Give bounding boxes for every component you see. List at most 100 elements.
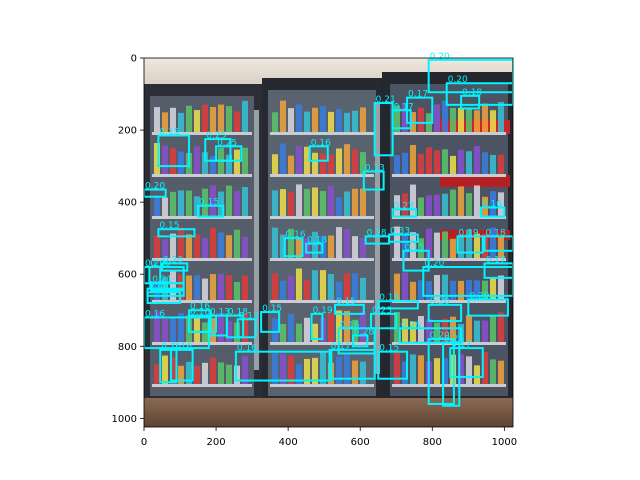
bottle — [210, 357, 216, 384]
bottle — [218, 362, 224, 384]
bottle — [352, 188, 358, 216]
bottle — [218, 104, 224, 132]
detection-score: 0.19 — [459, 228, 479, 238]
detection-box — [427, 338, 455, 405]
bottle — [458, 149, 464, 174]
detection-score: 0.13 — [210, 308, 230, 318]
bottle — [482, 196, 488, 216]
detection-box — [157, 228, 196, 238]
bottle — [202, 104, 208, 132]
bottle — [442, 358, 448, 384]
detection-score: 0.25 — [217, 138, 237, 148]
bottle — [170, 233, 176, 258]
bottle — [194, 234, 200, 258]
bottle — [360, 277, 366, 300]
bottle — [482, 152, 488, 174]
shelf — [392, 216, 506, 219]
detection-score: 0.23 — [372, 306, 392, 316]
bottle — [490, 110, 496, 132]
bottle — [210, 274, 216, 300]
bottle — [178, 365, 184, 384]
bottle — [498, 360, 504, 384]
detection-score: 0.15 — [404, 243, 424, 253]
detection-score: 0.18 — [307, 236, 327, 246]
detection-score: 0.15 — [379, 344, 399, 354]
detection-score: 0.13 — [239, 311, 259, 321]
bottle — [490, 227, 496, 258]
bottle — [450, 280, 456, 300]
detection-score: 0.16 — [172, 342, 192, 352]
bottle — [434, 322, 440, 342]
bottle — [234, 191, 240, 216]
bottle — [360, 188, 366, 216]
shelf — [152, 258, 252, 261]
bottle — [360, 311, 366, 342]
bottle — [154, 143, 160, 174]
detection-box — [483, 235, 513, 252]
bottle — [210, 185, 216, 216]
bottle — [402, 193, 408, 216]
detection-score: 0.33 — [390, 227, 410, 237]
detection-box — [460, 94, 481, 110]
bottle — [272, 273, 278, 300]
shelf — [392, 384, 506, 387]
bottle — [474, 185, 480, 216]
detection-box — [170, 348, 194, 382]
bottle — [328, 185, 334, 216]
detection-score: 0.20 — [163, 255, 183, 265]
bottle — [320, 352, 326, 384]
bottle — [288, 356, 294, 384]
bottle — [296, 323, 302, 342]
detection-score: 0.15 — [199, 198, 219, 208]
bottle — [234, 229, 240, 258]
bottle — [242, 275, 248, 300]
y-tick-label: 0 — [131, 54, 137, 65]
shelf — [152, 174, 252, 177]
bottle — [336, 197, 342, 216]
detection-score: 0.20 — [149, 281, 169, 291]
bottle — [328, 235, 334, 258]
bottle — [426, 147, 432, 174]
bottle — [482, 280, 488, 300]
bottle — [320, 153, 326, 174]
bottle — [186, 361, 192, 384]
detection-box — [260, 311, 281, 333]
bottle — [178, 274, 184, 300]
bottle — [170, 107, 176, 132]
bottle — [194, 317, 200, 342]
bottle — [418, 355, 424, 384]
bottle — [234, 365, 240, 384]
bottle — [202, 278, 208, 300]
bottle — [336, 109, 342, 132]
bottle — [442, 100, 448, 132]
bottle — [418, 197, 424, 216]
shelf — [152, 132, 252, 135]
bottle — [344, 354, 350, 384]
detection-box — [388, 233, 419, 243]
bottle — [186, 190, 192, 216]
bottle — [498, 154, 504, 174]
bottle — [458, 186, 464, 216]
detection-score: 0.18 — [228, 308, 248, 318]
bottle — [186, 234, 192, 258]
bottle — [312, 270, 318, 300]
bottle — [170, 270, 176, 300]
bottle — [328, 111, 334, 132]
bottle — [442, 274, 448, 300]
bottle — [304, 317, 310, 342]
shelf — [270, 300, 374, 303]
bottle — [280, 189, 286, 216]
bottle — [178, 313, 184, 342]
detection-box — [427, 58, 513, 94]
detection-box — [402, 249, 430, 272]
detection-score: 0.20 — [430, 297, 450, 307]
detection-box — [310, 312, 324, 341]
y-tick-label: 400 — [118, 198, 137, 209]
bottle — [320, 106, 326, 132]
shelf — [270, 384, 374, 387]
bottle — [418, 280, 424, 300]
bottle — [450, 238, 456, 258]
shelf — [392, 132, 506, 135]
detection-box — [442, 341, 461, 407]
bottle — [352, 149, 358, 174]
